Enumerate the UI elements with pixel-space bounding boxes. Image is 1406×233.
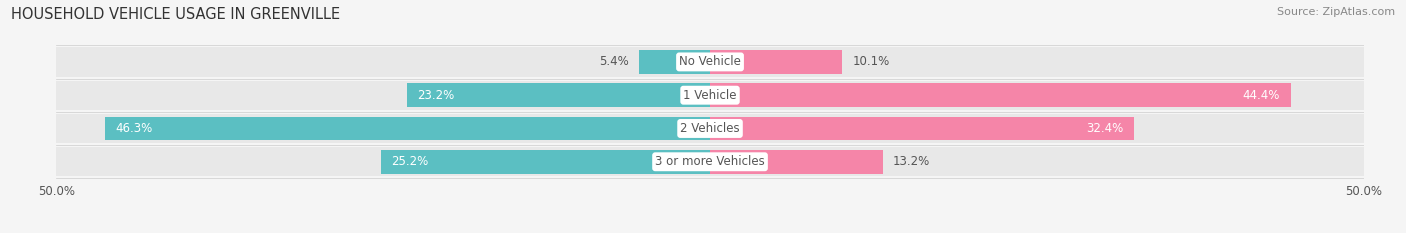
Text: 44.4%: 44.4% [1243, 89, 1279, 102]
Text: 5.4%: 5.4% [599, 55, 628, 69]
Text: 23.2%: 23.2% [418, 89, 454, 102]
Text: 25.2%: 25.2% [391, 155, 429, 168]
Text: 32.4%: 32.4% [1085, 122, 1123, 135]
Bar [381, 150, 710, 174]
Text: 1 Vehicle: 1 Vehicle [683, 89, 737, 102]
Text: No Vehicle: No Vehicle [679, 55, 741, 69]
Bar [406, 83, 710, 107]
Bar [104, 116, 710, 140]
Bar [56, 47, 1364, 77]
Bar [56, 147, 1364, 176]
Bar [710, 150, 883, 174]
Bar [710, 50, 842, 74]
Bar [710, 83, 1291, 107]
Text: HOUSEHOLD VEHICLE USAGE IN GREENVILLE: HOUSEHOLD VEHICLE USAGE IN GREENVILLE [11, 7, 340, 22]
Text: 3 or more Vehicles: 3 or more Vehicles [655, 155, 765, 168]
Text: 46.3%: 46.3% [115, 122, 152, 135]
Bar [640, 50, 710, 74]
Bar [710, 116, 1133, 140]
Text: Source: ZipAtlas.com: Source: ZipAtlas.com [1277, 7, 1395, 17]
Text: 2 Vehicles: 2 Vehicles [681, 122, 740, 135]
Text: 10.1%: 10.1% [852, 55, 890, 69]
Text: 13.2%: 13.2% [893, 155, 931, 168]
Bar [56, 81, 1364, 110]
Bar [56, 114, 1364, 143]
